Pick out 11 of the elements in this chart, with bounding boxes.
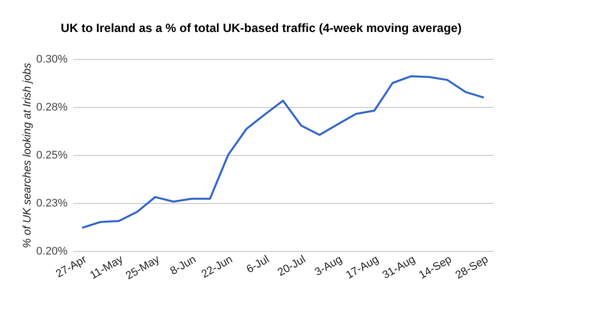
y-tick-label: 0.30% [36,54,68,66]
y-tick-label: 0.20% [36,246,68,258]
y-tick-label: 0.28% [36,102,68,114]
chart-title: UK to Ireland as a % of total UK-based traffic (4-week moving average) [60,21,462,35]
x-tick-label: 8-Jun [168,254,198,278]
line-series [81,75,485,229]
y-tick-label: 0.25% [36,150,68,162]
x-tick-label: 3-Aug [312,254,344,279]
x-tick-label: 6-Jul [244,254,272,276]
y-tick-label: 0.23% [36,198,68,210]
y-axis-title: % of UK searches looking at Irish jobs [21,62,34,248]
